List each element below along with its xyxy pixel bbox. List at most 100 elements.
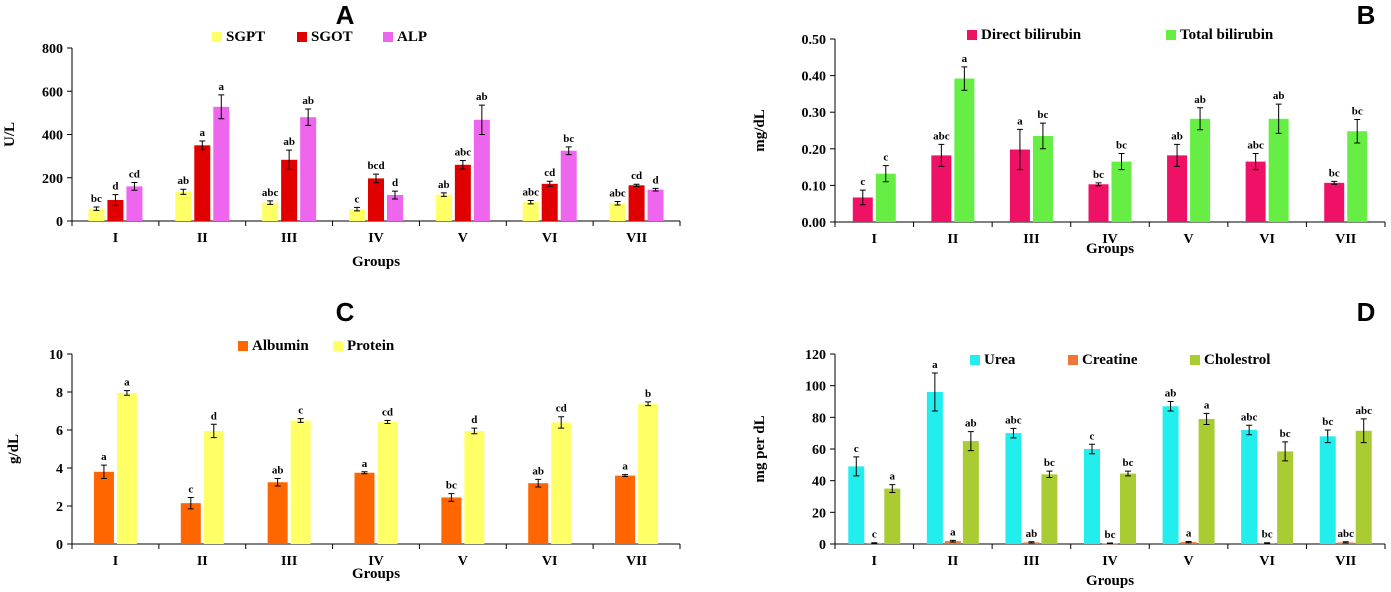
error-bar (478, 104, 485, 135)
error-bar (187, 496, 194, 510)
chart-svg-c: C0246810g/dLIaaIIcdIIIabcIVacdVbcdVIabcd… (6, 297, 681, 582)
significance-label: cd (382, 407, 393, 419)
bar-protein (377, 422, 398, 544)
error-bar (274, 477, 281, 487)
error-bar (961, 66, 968, 91)
bar-total-bilirubin (875, 173, 896, 222)
error-bar (871, 542, 878, 545)
error-bar (949, 539, 956, 543)
y-axis-label: g/dL (6, 434, 22, 464)
significance-label: abc (1337, 528, 1354, 540)
legend-swatch (970, 355, 980, 365)
y-tick-label: 600 (42, 85, 63, 100)
legend-swatch (1068, 355, 1078, 365)
y-tick-label: 0.10 (802, 179, 827, 194)
error-bar (1107, 542, 1113, 545)
bar-total-bilirubin (1268, 118, 1289, 222)
error-bar (286, 149, 293, 171)
significance-label: bc (1329, 167, 1340, 179)
error-bar (1360, 418, 1367, 444)
legend-swatch (212, 32, 222, 42)
bar-direct-bilirubin (1088, 184, 1109, 222)
significance-label: bc (1123, 457, 1134, 469)
bar-urea (1084, 449, 1100, 544)
error-bar (1016, 128, 1023, 171)
bar-cholestrol (962, 441, 979, 544)
significance-label: c (860, 176, 865, 188)
error-bar (100, 464, 107, 479)
y-tick-label: 0 (819, 538, 826, 553)
bar-albumin (615, 475, 636, 544)
significance-label: ab (272, 464, 284, 476)
legend-swatch (297, 32, 307, 42)
y-tick-label: 0 (56, 538, 63, 553)
error-bar (527, 199, 534, 205)
bar-sgot (628, 185, 645, 221)
legend-label: Creatine (1082, 352, 1138, 368)
x-tick-label: I (872, 554, 877, 569)
significance-label: c (355, 193, 360, 205)
error-bar (267, 200, 274, 205)
legend-swatch (1166, 30, 1176, 40)
significance-label: c (872, 529, 877, 541)
x-tick-label: VII (1335, 232, 1356, 247)
bar-direct-bilirubin (1167, 155, 1188, 222)
bar-protein (290, 420, 311, 544)
significance-label: bc (91, 193, 102, 205)
significance-label: c (188, 483, 193, 495)
x-axis-label: Groups (352, 566, 400, 582)
significance-label: ab (1171, 130, 1183, 142)
x-tick-label: IV (368, 231, 384, 246)
bar-total-bilirubin (1190, 118, 1211, 222)
error-bar (1167, 401, 1174, 412)
significance-label: a (622, 461, 628, 473)
chart-svg-b: B0.000.100.200.300.400.50mg/dLIccIIabcaI… (752, 0, 1386, 257)
error-bar (448, 493, 455, 502)
error-bar (459, 159, 466, 170)
error-bar (1264, 542, 1271, 545)
y-tick-label: 0.40 (802, 70, 827, 85)
bar-protein (116, 392, 137, 544)
error-bar (1252, 153, 1259, 171)
x-tick-label: II (197, 231, 208, 246)
x-tick-label: III (281, 231, 297, 246)
error-bar (546, 180, 553, 187)
y-tick-label: 2 (56, 500, 63, 515)
bar-albumin (93, 471, 114, 544)
panel-letter: D (1357, 297, 1376, 327)
bar-cholestrol (1120, 473, 1136, 544)
y-axis-label: mg/dL (752, 109, 768, 152)
error-bar (889, 484, 896, 494)
legend-label: ALP (397, 29, 427, 45)
x-tick-label: VI (542, 231, 558, 246)
x-tick-label: VII (626, 554, 647, 569)
significance-label: abc (609, 188, 626, 200)
significance-label: ab (1273, 90, 1285, 102)
legend-label: SGPT (226, 29, 265, 45)
bar-protein (203, 430, 224, 544)
significance-label: ab (965, 418, 977, 430)
x-tick-label: VI (542, 554, 558, 569)
bar-urea (1241, 430, 1258, 544)
x-tick-label: V (458, 554, 468, 569)
significance-label: bc (1262, 529, 1273, 541)
x-tick-label: VII (626, 231, 647, 246)
bar-cholestrol (1041, 474, 1058, 544)
bar-alp (126, 186, 143, 221)
chart-svg-a: A0200400600800U/LIbcdcdIIabaaIIIabcababI… (2, 0, 681, 270)
significance-label: abc (1355, 405, 1372, 417)
y-tick-label: 6 (56, 424, 63, 439)
bar-sgot (541, 183, 558, 221)
x-tick-label: IV (1102, 232, 1118, 247)
error-bar (440, 192, 447, 197)
x-tick-label: V (1184, 232, 1194, 247)
significance-label: d (392, 177, 398, 189)
bar-albumin (180, 503, 201, 544)
x-axis-label: Groups (1086, 241, 1134, 257)
bar-protein (638, 403, 659, 544)
y-tick-label: 0.50 (802, 33, 827, 48)
bar-urea (1005, 433, 1022, 544)
y-tick-label: 400 (42, 129, 63, 144)
